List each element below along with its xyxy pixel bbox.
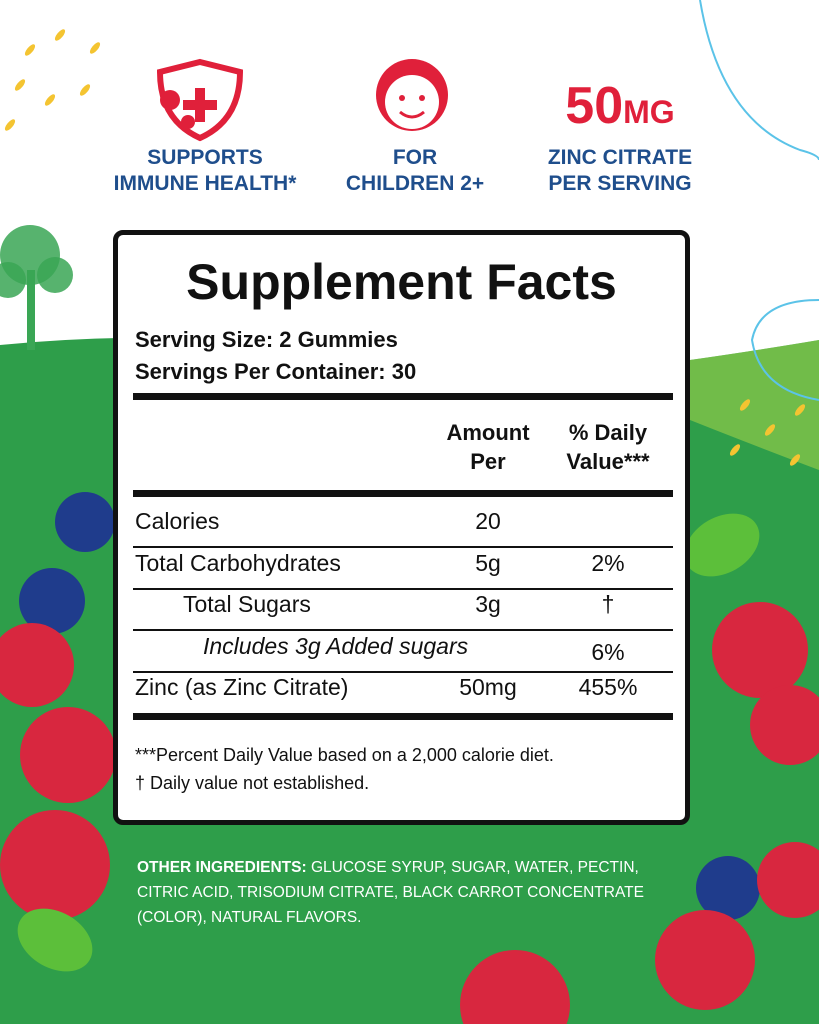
row-label: Total Sugars	[183, 591, 311, 617]
badge-line: IMMUNE HEALTH*	[113, 172, 297, 195]
zinc-amount: 50MG	[540, 76, 700, 136]
ingredients-label: OTHER INGREDIENTS:	[137, 859, 307, 876]
row-amount: 20	[475, 508, 501, 534]
header-line: % Daily	[568, 420, 648, 445]
facts-title: Supplement Facts	[186, 254, 617, 310]
supplement-facts: Supplement Facts Serving Size: 2 Gummies…	[113, 230, 690, 825]
rule	[133, 393, 673, 400]
footnote: † Daily value not established.	[135, 773, 370, 793]
other-ingredients: OTHER INGREDIENTS: GLUCOSE SYRUP, SUGAR,…	[137, 855, 682, 930]
unit: MG	[623, 94, 675, 130]
badge-line: ZINC CITRATE	[547, 146, 693, 169]
rule	[133, 713, 673, 720]
row-label: Zinc (as Zinc Citrate)	[135, 674, 349, 700]
row-rule	[133, 587, 673, 590]
ingredients-text: GLUCOSE SYRUP, SUGAR, WATER, PECTIN, CIT…	[137, 859, 644, 926]
row-amount: 3g	[475, 591, 501, 617]
amount-header: Amount Per	[428, 418, 548, 476]
row-label: Calories	[135, 508, 220, 534]
badge: ZINC CITRATE PER SERVING	[520, 145, 720, 197]
row-label: Includes 3g Added sugars	[203, 632, 469, 659]
header-line: Value***	[566, 449, 650, 474]
badge: SUPPORTS IMMUNE HEALTH*	[100, 145, 310, 197]
badge-line: SUPPORTS	[147, 146, 263, 169]
serving-size: Serving Size: 2 Gummies	[135, 327, 398, 352]
amount: 50	[565, 77, 624, 135]
servings-per-container: Servings Per Container: 30	[135, 359, 417, 384]
row-dv: 455%	[578, 674, 638, 700]
footnote: ***Percent Daily Value based on a 2,000 …	[135, 745, 554, 765]
row-rule	[133, 670, 673, 673]
dv-header: % Daily Value***	[538, 418, 678, 476]
header-line: Per	[470, 449, 506, 474]
row-amount: 50mg	[459, 674, 517, 700]
badge: FOR CHILDREN 2+	[320, 145, 510, 197]
badge-line: FOR	[392, 146, 438, 169]
badge-line: PER SERVING	[548, 172, 692, 195]
row-dv: †	[601, 591, 615, 617]
rule	[133, 490, 673, 497]
row-label: Total Carbohydrates	[135, 549, 341, 576]
row-dv: 2%	[591, 549, 625, 576]
row-amount: 5g	[475, 549, 501, 576]
row-dv: 6%	[591, 638, 625, 665]
badge-line: CHILDREN 2+	[345, 172, 485, 195]
header-line: Amount	[446, 420, 530, 445]
row-rule	[133, 546, 673, 548]
row-rule	[133, 629, 673, 631]
